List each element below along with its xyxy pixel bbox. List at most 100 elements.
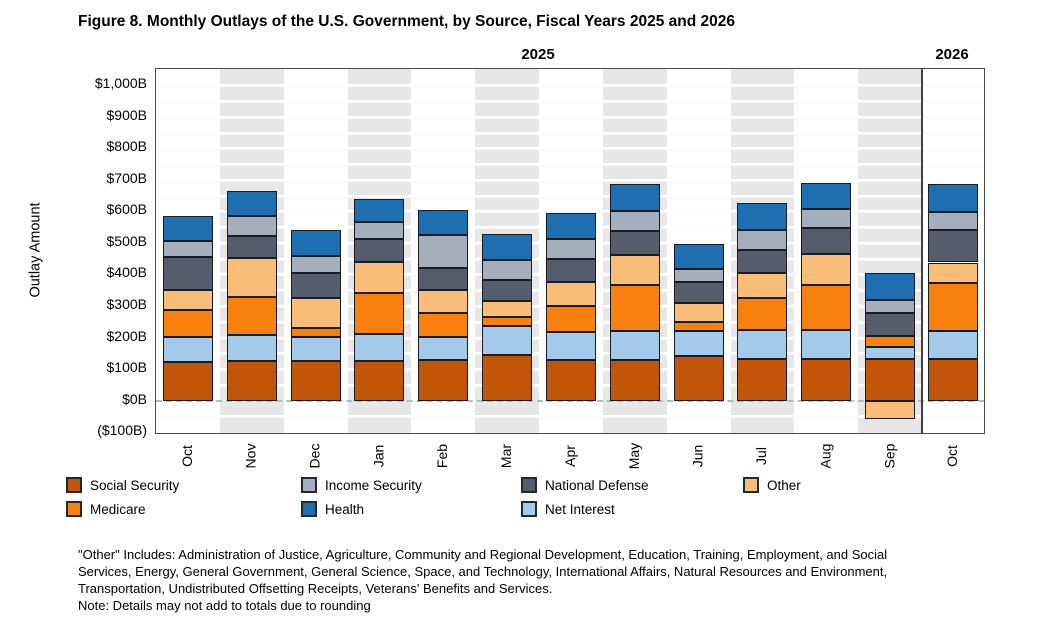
bar-segment-dec-health (290, 230, 341, 257)
month-label: Nov (242, 443, 259, 469)
bar-segment-oct-health (928, 183, 978, 212)
month-label: Sep (881, 443, 898, 469)
gridline (156, 163, 984, 167)
gridline (156, 178, 984, 182)
bar-segment-nov-income-security (226, 216, 277, 236)
bar-segment-may-income-security (609, 210, 660, 231)
y-tick-label: $500B (106, 232, 147, 249)
bar-segment-jan-health (354, 198, 405, 223)
bar-segment-jul-net-interest (737, 329, 788, 359)
x-tick-label-10: Jul (739, 434, 783, 478)
bar-segment-oct-income-security (162, 241, 213, 257)
bar-segment-oct-national-defense (162, 256, 213, 290)
bar-segment-aug-medicare (801, 285, 852, 331)
legend-swatch (66, 477, 82, 493)
bar-segment-dec-social-security (290, 361, 341, 401)
legend-label: National Defense (545, 477, 649, 493)
bar-segment-nov-other (226, 257, 277, 297)
bar-segment-oct-social-security (928, 358, 978, 401)
legend-item-health: Health (301, 501, 364, 517)
month-label: Feb (434, 443, 451, 469)
bar-segment-nov-net-interest (226, 335, 277, 362)
bar-segment-sep-income-security (865, 300, 916, 313)
bar-segment-jun-income-security (673, 269, 724, 283)
bar-segment-jan-income-security (354, 222, 405, 240)
x-tick-label-11: Aug (803, 434, 847, 478)
bar-segment-jul-national-defense (737, 249, 788, 273)
bar-segment-nov-national-defense (226, 235, 277, 258)
bar-segment-sep-other (865, 400, 916, 420)
bar-segment-aug-income-security (801, 208, 852, 228)
gridline (156, 147, 984, 151)
bar-segment-apr-social-security (545, 360, 596, 401)
legend-swatch (301, 501, 317, 517)
bar-segment-mar-income-security (482, 259, 533, 280)
bar-segment-aug-health (801, 182, 852, 209)
bar-segment-jan-national-defense (354, 239, 405, 263)
bar-segment-dec-net-interest (290, 337, 341, 362)
legend-label: Income Security (325, 477, 422, 493)
bar-segment-jul-other (737, 272, 788, 298)
bar-segment-apr-income-security (545, 238, 596, 260)
y-tick-label: $200B (106, 327, 147, 344)
x-tick-label-8: May (612, 434, 656, 478)
bar-segment-sep-medicare (865, 335, 916, 347)
bar-segment-oct-other (162, 289, 213, 311)
y-tick-label: $100B (106, 359, 147, 376)
gridline (156, 415, 984, 419)
month-label: Jul (753, 447, 770, 465)
x-tick-label-3: Dec (293, 434, 337, 478)
bar-segment-feb-health (418, 209, 469, 235)
legend-label: Net Interest (545, 501, 615, 517)
month-label: Aug (817, 443, 834, 469)
bar-segment-may-national-defense (609, 230, 660, 255)
y-tick-label: $800B (106, 138, 147, 155)
month-label: Mar (498, 443, 515, 469)
x-tick-label-1: Oct (165, 434, 209, 478)
bar-segment-oct-net-interest (162, 336, 213, 363)
bar-segment-sep-national-defense (865, 312, 916, 336)
bar-segment-jun-other (673, 303, 724, 323)
bar-segment-mar-net-interest (482, 326, 533, 356)
bar-segment-may-net-interest (609, 331, 660, 360)
y-tick-label: $600B (106, 201, 147, 218)
bar-segment-aug-other (801, 254, 852, 286)
gridline (156, 131, 984, 135)
bar-segment-feb-national-defense (418, 268, 469, 290)
gridline (156, 84, 984, 88)
bar-segment-nov-medicare (226, 296, 277, 336)
bar-segment-oct-health (162, 216, 213, 242)
bar-segment-oct-net-interest (928, 331, 978, 359)
bar-segment-aug-social-security (801, 358, 852, 401)
bar-segment-may-social-security (609, 359, 660, 401)
bar-segment-apr-net-interest (545, 331, 596, 361)
bar-segment-jan-other (354, 262, 405, 294)
gridline (156, 100, 984, 104)
zero-gridline (156, 399, 984, 402)
bar-segment-oct-social-security (162, 362, 213, 401)
bar-segment-jun-health (673, 243, 724, 270)
bar-segment-oct-medicare (162, 310, 213, 337)
x-tick-label-13: Oct (930, 434, 974, 478)
y-tick-label: $300B (106, 295, 147, 312)
x-tick-label-9: Jun (676, 434, 720, 478)
legend-swatch (521, 501, 537, 517)
x-tick-label-5: Feb (420, 434, 464, 478)
bar-segment-sep-net-interest (865, 346, 916, 359)
bar-segment-feb-social-security (418, 360, 469, 401)
bar-segment-nov-social-security (226, 361, 277, 401)
gridline (156, 115, 984, 119)
bar-segment-dec-national-defense (290, 272, 341, 299)
bar-segment-apr-other (545, 281, 596, 306)
legend-item-national-defense: National Defense (521, 477, 649, 493)
bar-segment-jun-national-defense (673, 282, 724, 304)
bar-segment-apr-national-defense (545, 259, 596, 282)
bar-segment-jan-social-security (354, 360, 405, 401)
x-tick-label-6: Mar (484, 434, 528, 478)
bar-segment-nov-health (226, 190, 277, 217)
gridline (156, 210, 984, 214)
bar-segment-may-health (609, 184, 660, 211)
bar-segment-may-medicare (609, 284, 660, 332)
bar-segment-mar-national-defense (482, 279, 533, 302)
x-tick-label-4: Jan (356, 434, 400, 478)
